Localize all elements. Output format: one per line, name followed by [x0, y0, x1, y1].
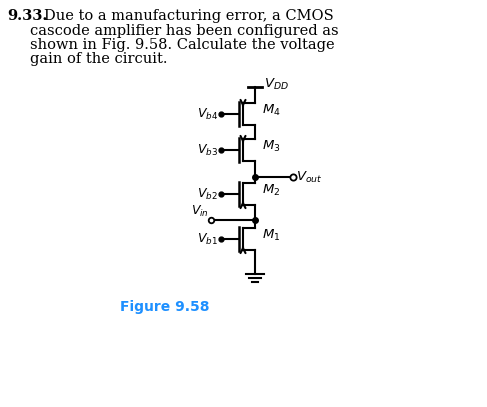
Text: $V_{b2}$: $V_{b2}$ — [197, 186, 218, 201]
Text: Due to a manufacturing error, a CMOS: Due to a manufacturing error, a CMOS — [44, 9, 334, 23]
Text: Figure 9.58: Figure 9.58 — [120, 300, 209, 314]
Text: 9.33.: 9.33. — [7, 9, 47, 23]
Text: $\it{M}_3$: $\it{M}_3$ — [262, 138, 281, 153]
Text: gain of the circuit.: gain of the circuit. — [30, 53, 168, 66]
Text: $\it{M}_1$: $\it{M}_1$ — [262, 228, 281, 243]
Text: shown in Fig. 9.58. Calculate the voltage: shown in Fig. 9.58. Calculate the voltag… — [30, 38, 335, 52]
Text: $\it{M}_4$: $\it{M}_4$ — [262, 103, 281, 118]
Text: $\it{M}_2$: $\it{M}_2$ — [262, 182, 281, 197]
Text: cascode amplifier has been configured as: cascode amplifier has been configured as — [30, 24, 338, 37]
Text: $V_{out}$: $V_{out}$ — [296, 169, 322, 184]
Text: $V_{in}$: $V_{in}$ — [191, 204, 209, 219]
Text: $V_{b3}$: $V_{b3}$ — [197, 142, 218, 158]
Text: $V_{b4}$: $V_{b4}$ — [197, 107, 218, 122]
Text: $V_{b1}$: $V_{b1}$ — [197, 232, 218, 247]
Text: $\it{V}_{DD}$: $\it{V}_{DD}$ — [264, 77, 289, 92]
